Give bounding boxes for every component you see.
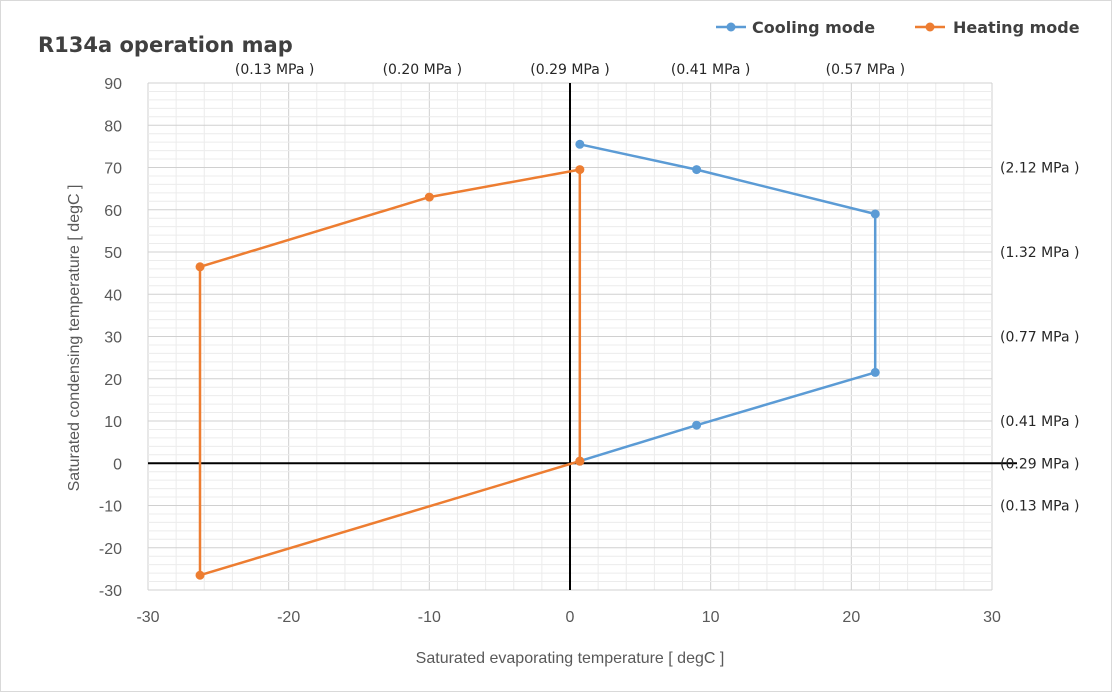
x-axis-title: Saturated evaporating temperature [ degC… (416, 650, 725, 667)
y-tick-label: 0 (113, 456, 122, 473)
y-axis-title: Saturated condensing temperature [ degC … (66, 185, 83, 492)
series-point-cooling (692, 165, 702, 175)
series-line-heating (198, 168, 582, 577)
y-tick-label: 50 (104, 245, 122, 262)
series-point-heating (424, 192, 434, 202)
labels: -30 -20 -10 0 10 20 30 90 80 70 60 50 40 30 20 10 0 -10 -2… (99, 62, 1080, 626)
y-tick-label: -30 (99, 583, 122, 600)
y-tick-label: 90 (104, 76, 122, 93)
top-pressure-label: (0.57 MPa ) (826, 62, 905, 78)
x-tick-label: -30 (136, 609, 159, 626)
legend-label: Cooling mode (752, 18, 875, 37)
right-pressure-label: (0.41 MPa ) (1000, 414, 1079, 430)
top-pressure-label: (0.29 MPa ) (530, 62, 609, 78)
y-tick-label: 30 (104, 330, 122, 347)
y-tick-label: 20 (104, 372, 122, 389)
top-pressure-label: (0.20 MPa ) (383, 62, 462, 78)
right-pressure-label: (0.29 MPa ) (1000, 456, 1079, 472)
y-tick-label: 60 (104, 203, 122, 220)
series-point-heating (195, 570, 205, 580)
top-pressure-label: (0.13 MPa ) (235, 62, 314, 78)
right-pressure-label: (0.77 MPa ) (1000, 330, 1079, 346)
y-tick-label: -20 (99, 541, 122, 558)
y-tick-label: 40 (104, 287, 122, 304)
series-point-cooling (870, 367, 880, 377)
series-point-cooling (575, 139, 585, 149)
series-point-heating (575, 165, 585, 175)
series-point-cooling (692, 420, 702, 430)
y-tick-label: 10 (104, 414, 122, 431)
right-pressure-label: (0.13 MPa ) (1000, 499, 1079, 515)
series-point-heating (195, 262, 205, 272)
legend: Cooling mode Heating mode (716, 18, 1080, 37)
series-line-cooling (579, 143, 877, 463)
x-tick-label: 20 (842, 609, 860, 626)
legend-marker (925, 22, 935, 32)
x-tick-label: 30 (983, 609, 1001, 626)
series-point-heating (575, 456, 585, 466)
x-tick-label: -20 (277, 609, 300, 626)
top-pressure-label: (0.41 MPa ) (671, 62, 750, 78)
series-point-cooling (870, 209, 880, 219)
x-tick-label: 0 (566, 609, 575, 626)
right-pressure-label: (2.12 MPa ) (1000, 161, 1079, 177)
right-pressure-label: (1.32 MPa ) (1000, 245, 1079, 261)
x-tick-label: 10 (702, 609, 720, 626)
legend-marker (726, 22, 736, 32)
y-tick-label: -10 (99, 499, 122, 516)
legend-label: Heating mode (953, 18, 1080, 37)
chart-title: R134a operation map (38, 33, 293, 57)
x-tick-label: -10 (418, 609, 441, 626)
series (195, 139, 880, 580)
y-tick-label: 80 (104, 118, 122, 135)
y-tick-label: 70 (104, 161, 122, 178)
